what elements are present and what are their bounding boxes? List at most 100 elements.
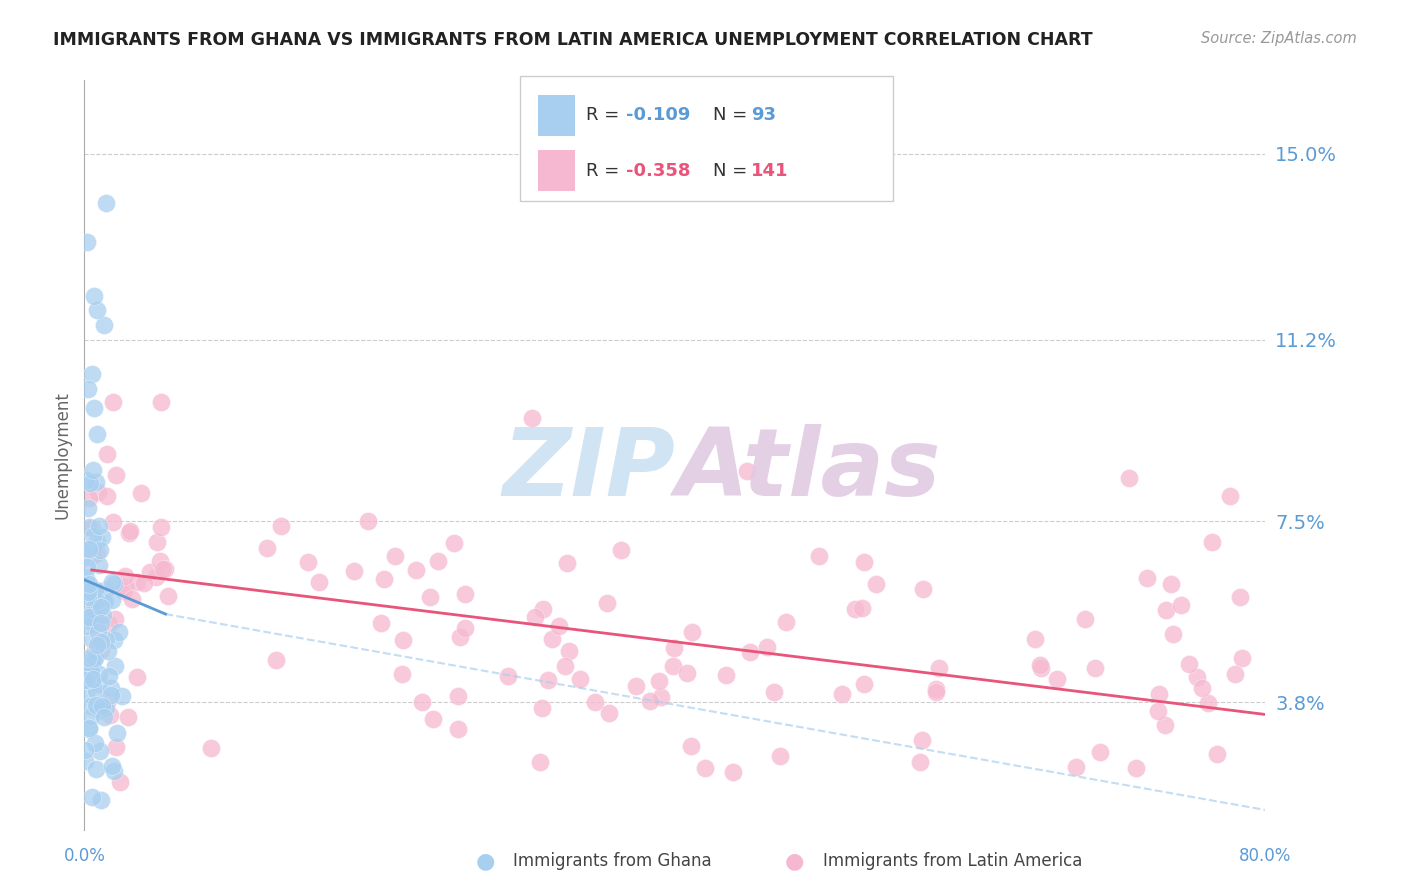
Point xyxy=(82,540,104,554)
Point xyxy=(756,640,779,654)
Point xyxy=(721,764,744,779)
Point xyxy=(297,555,319,569)
Point xyxy=(925,682,948,697)
Point xyxy=(443,536,465,550)
Point xyxy=(75,541,97,556)
Point xyxy=(100,681,122,695)
Point xyxy=(84,650,107,665)
Point xyxy=(610,542,633,557)
Point xyxy=(100,688,122,702)
Point xyxy=(117,710,139,724)
Point xyxy=(357,514,380,528)
Point xyxy=(498,669,520,683)
Point xyxy=(86,533,108,548)
Point xyxy=(596,596,619,610)
Point xyxy=(132,575,155,590)
Point xyxy=(912,582,935,596)
Point xyxy=(84,582,107,597)
Point xyxy=(82,672,104,686)
Point xyxy=(1118,471,1140,485)
Point xyxy=(107,624,129,639)
Point xyxy=(1088,745,1111,759)
Point xyxy=(1029,661,1052,675)
Point xyxy=(1084,660,1107,674)
Point xyxy=(79,583,101,598)
Point xyxy=(76,235,98,249)
Point xyxy=(1170,598,1192,612)
Point xyxy=(80,665,103,679)
Point xyxy=(77,613,100,627)
Point xyxy=(94,583,117,598)
Point xyxy=(89,703,111,717)
Point xyxy=(537,673,560,687)
Point xyxy=(79,699,101,714)
Point xyxy=(522,410,544,425)
Point xyxy=(84,698,107,713)
Point xyxy=(91,530,114,544)
Point xyxy=(145,570,167,584)
Text: -0.109: -0.109 xyxy=(626,106,690,124)
Point xyxy=(1178,657,1201,672)
Text: IMMIGRANTS FROM GHANA VS IMMIGRANTS FROM LATIN AMERICA UNEMPLOYMENT CORRELATION : IMMIGRANTS FROM GHANA VS IMMIGRANTS FROM… xyxy=(53,31,1092,49)
Point xyxy=(77,721,100,735)
Text: ●: ● xyxy=(475,851,495,871)
Point xyxy=(77,577,100,591)
Point xyxy=(75,754,97,768)
Point xyxy=(76,550,98,565)
Point xyxy=(94,633,117,648)
Point xyxy=(928,661,950,675)
Point xyxy=(1153,717,1175,731)
Point xyxy=(853,556,876,570)
Point xyxy=(101,592,124,607)
Point xyxy=(139,566,162,580)
Point xyxy=(105,468,128,483)
Point xyxy=(737,464,759,478)
Point xyxy=(844,601,866,615)
Point xyxy=(624,679,647,693)
Point xyxy=(679,739,702,754)
Point xyxy=(411,695,433,709)
Point xyxy=(83,401,105,416)
Point xyxy=(93,318,115,333)
Point xyxy=(1161,626,1184,640)
Text: Atlas: Atlas xyxy=(675,424,941,516)
Point xyxy=(84,762,107,776)
Point xyxy=(77,520,100,534)
Point xyxy=(343,565,366,579)
Point xyxy=(86,427,108,442)
Point xyxy=(558,644,581,658)
Point xyxy=(104,612,127,626)
Point xyxy=(405,563,427,577)
Point xyxy=(83,736,105,750)
Point xyxy=(83,289,105,303)
Text: Source: ZipAtlas.com: Source: ZipAtlas.com xyxy=(1201,31,1357,46)
Y-axis label: Unemployment: Unemployment xyxy=(53,391,72,519)
Point xyxy=(1136,571,1159,585)
Point xyxy=(86,593,108,607)
Point xyxy=(82,652,104,666)
Point xyxy=(90,616,112,631)
Point xyxy=(77,609,100,624)
Point xyxy=(97,693,120,707)
Point xyxy=(447,723,470,737)
Point xyxy=(89,744,111,758)
Point xyxy=(152,562,174,576)
Point xyxy=(76,673,98,687)
Point xyxy=(1074,611,1097,625)
Point xyxy=(103,576,125,591)
Point xyxy=(1154,603,1177,617)
Text: 93: 93 xyxy=(751,106,776,124)
Point xyxy=(80,708,103,723)
Point xyxy=(1219,489,1241,503)
Point xyxy=(1229,590,1251,604)
Point xyxy=(554,659,576,673)
Point xyxy=(84,642,107,657)
Point xyxy=(98,669,121,683)
Point xyxy=(90,698,112,713)
Point xyxy=(75,743,97,757)
Point xyxy=(93,595,115,609)
Point xyxy=(769,748,792,763)
Point xyxy=(384,549,406,563)
Point xyxy=(155,562,177,576)
Text: 141: 141 xyxy=(751,161,789,179)
